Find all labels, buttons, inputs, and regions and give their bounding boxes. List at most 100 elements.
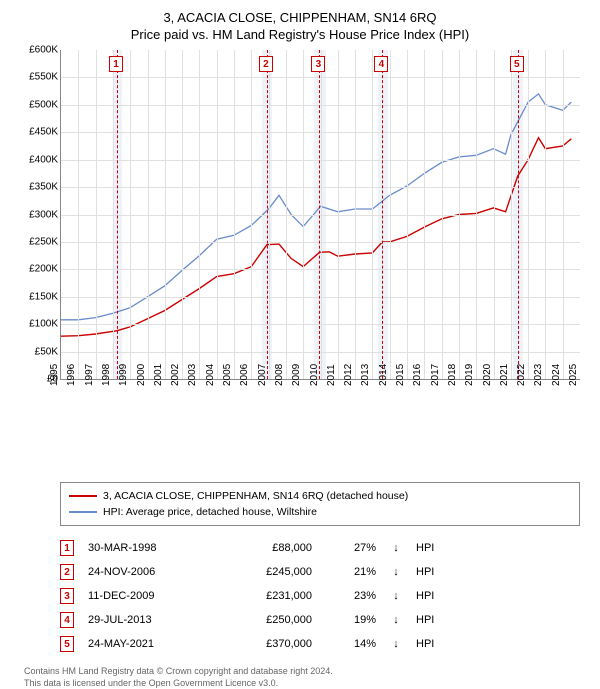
x-tick-label: 2016 [412,354,423,386]
series-line [61,138,571,337]
y-tick-label: £550K [12,72,58,83]
x-tick-label: 2004 [205,354,216,386]
y-tick-label: £150K [12,291,58,302]
legend: 3, ACACIA CLOSE, CHIPPENHAM, SN14 6RQ (d… [60,482,580,526]
x-tick-label: 2003 [187,354,198,386]
x-tick-label: 2009 [291,354,302,386]
x-tick-label: 1996 [66,354,77,386]
sales-marker: 3 [60,588,74,604]
marker-dash [319,50,320,379]
y-tick-label: £450K [12,127,58,138]
x-tick-label: 2000 [136,354,147,386]
chart-subtitle: Price paid vs. HM Land Registry's House … [12,27,588,42]
sales-marker: 1 [60,540,74,556]
x-tick-label: 2024 [551,354,562,386]
sales-row: 429-JUL-2013£250,00019%↓HPI [60,608,580,632]
sales-vs-label: HPI [416,590,446,602]
y-tick-label: £500K [12,99,58,110]
down-arrow-icon: ↓ [390,566,402,578]
x-tick-label: 2006 [239,354,250,386]
legend-label: 3, ACACIA CLOSE, CHIPPENHAM, SN14 6RQ (d… [103,490,408,502]
x-tick-label: 1998 [101,354,112,386]
sales-date: 29-JUL-2013 [88,614,208,626]
marker-dash [382,50,383,379]
marker-box-3: 3 [311,56,325,72]
y-tick-label: £100K [12,319,58,330]
sales-date: 24-NOV-2006 [88,566,208,578]
down-arrow-icon: ↓ [390,590,402,602]
sales-table: 130-MAR-1998£88,00027%↓HPI224-NOV-2006£2… [60,536,580,656]
footnote-line: This data is licensed under the Open Gov… [24,678,580,689]
sales-marker: 2 [60,564,74,580]
down-arrow-icon: ↓ [390,638,402,650]
sales-vs-label: HPI [416,566,446,578]
down-arrow-icon: ↓ [390,614,402,626]
x-tick-label: 2005 [222,354,233,386]
sales-date: 11-DEC-2009 [88,590,208,602]
chart-area: £0£50K£100K£150K£200K£250K£300K£350K£400… [12,50,588,430]
x-tick-label: 2020 [482,354,493,386]
marker-dash [117,50,118,379]
x-tick-label: 2013 [360,354,371,386]
title-block: 3, ACACIA CLOSE, CHIPPENHAM, SN14 6RQ Pr… [12,10,588,42]
sales-price: £245,000 [222,566,312,578]
marker-dash [267,50,268,379]
x-tick-label: 2021 [499,354,510,386]
sales-vs-label: HPI [416,638,446,650]
y-tick-label: £200K [12,264,58,275]
x-tick-label: 2019 [464,354,475,386]
marker-box-5: 5 [510,56,524,72]
marker-box-1: 1 [109,56,123,72]
x-tick-label: 2023 [533,354,544,386]
x-tick-label: 2018 [447,354,458,386]
legend-swatch [69,495,97,497]
x-tick-label: 2011 [326,354,337,386]
marker-box-2: 2 [259,56,273,72]
legend-swatch [69,511,97,513]
sales-date: 24-MAY-2021 [88,638,208,650]
sales-price: £231,000 [222,590,312,602]
sales-date: 30-MAR-1998 [88,542,208,554]
x-tick-label: 1999 [118,354,129,386]
x-tick-label: 2007 [257,354,268,386]
x-tick-label: 1995 [49,354,60,386]
sales-vs-label: HPI [416,542,446,554]
y-tick-label: £250K [12,236,58,247]
marker-box-4: 4 [374,56,388,72]
x-tick-label: 2001 [153,354,164,386]
sales-price: £88,000 [222,542,312,554]
x-tick-label: 2002 [170,354,181,386]
down-arrow-icon: ↓ [390,542,402,554]
sales-delta: 23% [326,590,376,602]
x-tick-label: 2010 [309,354,320,386]
marker-dash [518,50,519,379]
sales-row: 2 24-NOV-2006 £245,000 21% ↓ HPI [60,560,580,584]
sales-price: £250,000 [222,614,312,626]
sales-price: £370,000 [222,638,312,650]
sales-vs-label: HPI [416,614,446,626]
sales-marker: 4 [60,612,74,628]
legend-label: HPI: Average price, detached house, Wilt… [103,506,317,518]
sales-row: 3 11-DEC-2009 £231,000 23% ↓ HPI [60,584,580,608]
footnote: Contains HM Land Registry data © Crown c… [24,666,580,689]
chart-title: 3, ACACIA CLOSE, CHIPPENHAM, SN14 6RQ [12,10,588,25]
sales-delta: 21% [326,566,376,578]
x-tick-label: 2017 [430,354,441,386]
y-tick-label: £350K [12,182,58,193]
legend-item: HPI: Average price, detached house, Wilt… [69,504,571,520]
y-tick-label: £300K [12,209,58,220]
plot-region [60,50,580,380]
footnote-line: Contains HM Land Registry data © Crown c… [24,666,580,678]
y-tick-label: £400K [12,154,58,165]
sales-delta: 14% [326,638,376,650]
x-tick-label: 2014 [378,354,389,386]
y-tick-label: £600K [12,45,58,56]
legend-item: 3, ACACIA CLOSE, CHIPPENHAM, SN14 6RQ (d… [69,488,571,504]
x-tick-label: 2022 [516,354,527,386]
series-line [61,94,571,320]
sales-row: 130-MAR-1998£88,00027%↓HPI [60,536,580,560]
x-tick-label: 1997 [84,354,95,386]
x-tick-label: 2015 [395,354,406,386]
chart-container: 3, ACACIA CLOSE, CHIPPENHAM, SN14 6RQ Pr… [0,0,600,650]
x-tick-label: 2025 [568,354,579,386]
